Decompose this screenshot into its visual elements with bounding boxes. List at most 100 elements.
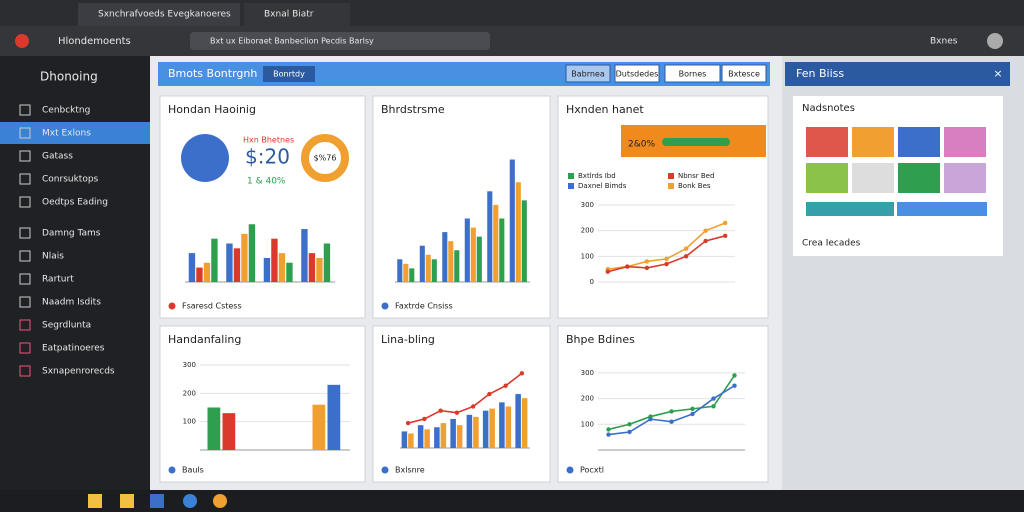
y-tick-label: 300 [581,201,594,209]
taskbar-icon[interactable] [213,494,227,508]
legend-swatch [668,173,674,179]
sidebar-icon [19,296,31,308]
bar [409,268,415,282]
sidebar-item[interactable]: Oedtps Eading [42,198,108,208]
sidebar-icon [19,104,31,116]
y-tick-label: 100 [581,252,594,260]
taskbar-icon[interactable] [150,494,164,508]
tile[interactable] [852,163,894,193]
bar [188,253,196,282]
bar [499,402,505,448]
y-tick-label: 300 [183,361,196,369]
y-tick-label: 300 [581,369,594,377]
bar [327,384,341,450]
header-button[interactable] [565,64,611,83]
tile[interactable] [898,163,940,193]
tile[interactable] [944,163,986,193]
bar [515,394,521,448]
bar [476,236,482,282]
taskbar-icon[interactable] [88,494,102,508]
card-title: Bhpe Bdines [566,333,635,346]
tile[interactable] [944,127,986,157]
sidebar-item[interactable]: Sxnapenrorecds [42,367,115,377]
sidebar-item[interactable]: Naadm Isdits [42,298,101,308]
bar [431,259,437,282]
toolbar [0,26,1024,56]
bar [487,191,493,282]
legend-dot [381,302,389,310]
legend-swatch [568,173,574,179]
bar [515,182,521,282]
tile[interactable] [898,127,940,157]
bar [401,431,408,448]
sidebar-item[interactable]: Eatpatinoeres [42,344,105,354]
progress-text: 2&0% [628,140,655,150]
sidebar-item[interactable]: Rarturt [42,275,74,285]
bar [207,407,221,450]
sidebar-item[interactable]: Nlais [42,252,64,262]
legend-dot [381,466,389,474]
bar [419,245,425,282]
legend: Pocxtl [580,466,604,475]
header-button[interactable] [614,64,660,83]
panel-header [785,62,1010,86]
card [159,95,366,319]
address-bar[interactable] [190,32,490,50]
bar [470,227,476,282]
bar [448,241,454,282]
bar [454,250,460,282]
tab[interactable] [244,3,350,26]
card-title: Lina-bling [381,333,435,346]
line [407,372,523,424]
taskbar-icon[interactable] [183,494,197,508]
bar [521,200,527,282]
tile[interactable] [806,163,848,193]
progress-bar [662,138,730,146]
toolbar-label[interactable]: Bxnes [930,37,958,47]
sidebar-item[interactable]: Cenbcktng [42,106,90,116]
bar [241,233,248,282]
card-title: Hxnden hanet [566,103,644,116]
bar [493,204,499,282]
header-button[interactable] [721,64,767,83]
legend: Fsaresd Cstess [182,302,242,311]
y-tick-label: 200 [581,395,594,403]
header-button[interactable] [664,64,721,83]
sidebar-icon [19,227,31,239]
bar [499,218,505,282]
y-tick-label: 200 [183,389,196,397]
bar [233,248,241,282]
bar [408,433,414,448]
y-tick-label: 100 [581,420,594,428]
bar [308,253,316,282]
panel-footer[interactable]: Crea Iecades [802,239,861,249]
avatar[interactable] [987,33,1003,49]
sidebar-item[interactable]: Damng Tams [42,229,101,239]
profile[interactable]: Hlondemoents [58,36,131,47]
header-button-text: Bornes [679,70,707,79]
bar [521,398,528,448]
sidebar-item[interactable]: Segrdlunta [42,321,91,331]
y-tick-label: 200 [581,227,594,235]
tile[interactable] [852,127,894,157]
badge-text: Bonrtdy [273,70,305,79]
tile[interactable] [806,127,848,157]
bar [397,259,403,282]
taskbar-icon[interactable] [120,494,134,508]
line [607,235,726,273]
bar [440,423,447,448]
badge[interactable] [263,66,315,82]
close[interactable]: × [993,67,1002,80]
legend: Daxnel Bimds [578,182,627,190]
donut [301,134,349,182]
sidebar-item[interactable]: Mxt Exlons [42,129,91,139]
sidebar-icon [19,342,31,354]
kpi-icon [181,134,229,182]
bar [286,262,293,282]
sidebar-item[interactable]: Conrsuktops [42,175,99,185]
bar [425,254,431,282]
sidebar-item[interactable]: Gatass [42,152,73,162]
tab[interactable] [78,3,240,26]
bar [263,257,271,282]
bar [403,263,409,282]
